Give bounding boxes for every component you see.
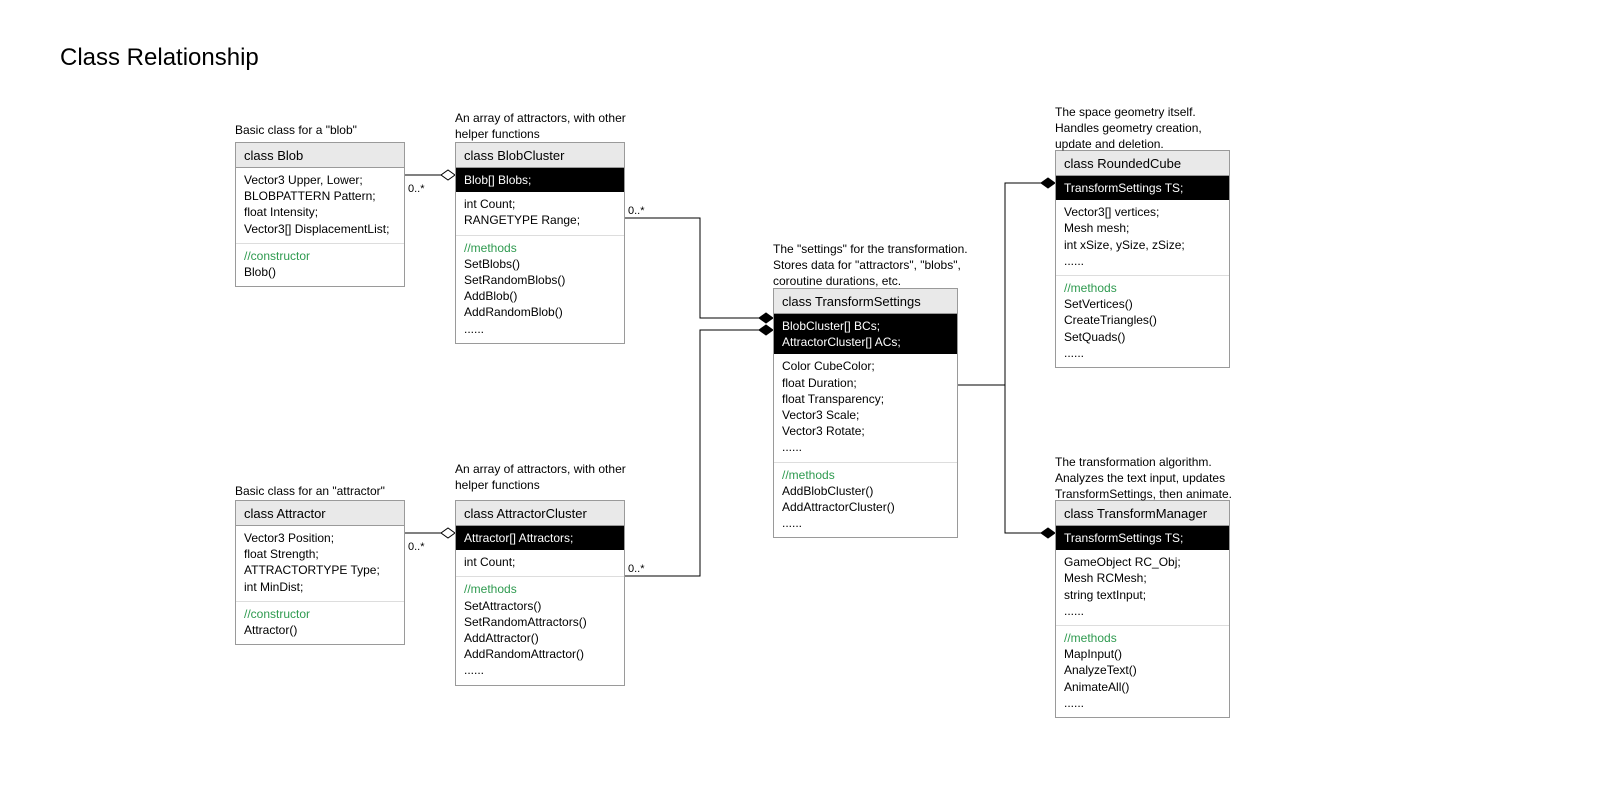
comment-label: //methods [1064,631,1117,645]
class-fields: int Count; RANGETYPE Range; [456,192,624,234]
class-fields: Vector3 Upper, Lower; BLOBPATTERN Patter… [236,168,404,243]
class-highlight: BlobCluster[] BCs; AttractorCluster[] AC… [774,314,957,354]
multiplicity-label: 0..* [408,183,425,195]
class-methods: //methods AddBlobCluster() AddAttractorC… [774,462,957,538]
class-methods: //methods SetAttractors() SetRandomAttra… [456,576,624,684]
multiplicity-label: 0..* [628,563,645,575]
class-methods: //constructor Attractor() [236,601,404,644]
class-transformsettings: class TransformSettingsBlobCluster[] BCs… [773,288,958,538]
comment-label: //methods [782,468,835,482]
caption-transformsettings: The "settings" for the transformation. S… [773,241,968,290]
page-title: Class Relationship [60,44,259,72]
class-highlight: TransformSettings TS; [1056,526,1229,550]
comment-label: //methods [464,582,517,596]
diagram-canvas: Class Relationship class BlobVector3 Upp… [0,0,1621,793]
class-header: class Attractor [236,501,404,526]
multiplicity-label: 0..* [628,205,645,217]
class-fields: Vector3[] vertices; Mesh mesh; int xSize… [1056,200,1229,275]
class-header: class TransformManager [1056,501,1229,526]
caption-transformmanager: The transformation algorithm. Analyzes t… [1055,454,1232,503]
comment-label: //methods [464,241,517,255]
class-header: class Blob [236,143,404,168]
class-attractor: class AttractorVector3 Position; float S… [235,500,405,645]
class-roundedcube: class RoundedCubeTransformSettings TS;Ve… [1055,150,1230,368]
class-blobcluster: class BlobClusterBlob[] Blobs;int Count;… [455,142,625,344]
caption-blob: Basic class for a "blob" [235,122,357,138]
comment-label: //methods [1064,281,1117,295]
class-fields: int Count; [456,550,624,576]
class-highlight: Attractor[] Attractors; [456,526,624,550]
class-fields: Color CubeColor; float Duration; float T… [774,354,957,461]
class-fields: Vector3 Position; float Strength; ATTRAC… [236,526,404,601]
class-methods: //methods SetBlobs() SetRandomBlobs() Ad… [456,235,624,343]
class-fields: GameObject RC_Obj; Mesh RCMesh; string t… [1056,550,1229,625]
class-transformmanager: class TransformManagerTransformSettings … [1055,500,1230,718]
class-blob: class BlobVector3 Upper, Lower; BLOBPATT… [235,142,405,287]
class-header: class RoundedCube [1056,151,1229,176]
class-methods: //constructor Blob() [236,243,404,286]
class-header: class TransformSettings [774,289,957,314]
class-highlight: Blob[] Blobs; [456,168,624,192]
class-header: class BlobCluster [456,143,624,168]
caption-attractorcluster: An array of attractors, with other helpe… [455,461,626,493]
class-highlight: TransformSettings TS; [1056,176,1229,200]
comment-label: //constructor [244,607,310,621]
class-methods: //methods MapInput() AnalyzeText() Anima… [1056,625,1229,717]
caption-roundedcube: The space geometry itself. Handles geome… [1055,104,1202,153]
caption-attractor: Basic class for an "attractor" [235,483,385,499]
class-methods: //methods SetVertices() CreateTriangles(… [1056,275,1229,367]
class-attractorcluster: class AttractorClusterAttractor[] Attrac… [455,500,625,686]
class-header: class AttractorCluster [456,501,624,526]
comment-label: //constructor [244,249,310,263]
multiplicity-label: 0..* [408,541,425,553]
caption-blobcluster: An array of attractors, with other helpe… [455,110,626,142]
